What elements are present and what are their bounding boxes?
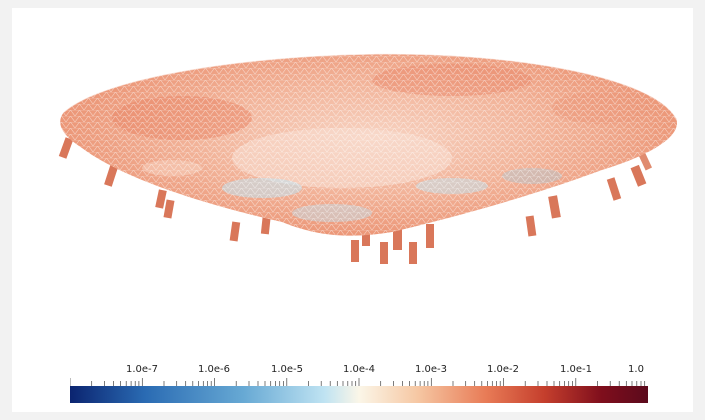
leg (229, 221, 241, 242)
dish-rim (63, 53, 677, 119)
colorbar[interactable] (70, 386, 648, 403)
leg (548, 195, 561, 219)
leg (630, 164, 647, 187)
colorbar-tick-label: 1.0e-6 (197, 364, 231, 375)
colorbar-tick-label: 1.0e-1 (559, 364, 593, 375)
leg (163, 199, 175, 219)
colorbar-tick-label: 1.0e-5 (270, 364, 304, 375)
colorbar-tick-label: 1.0e-3 (414, 364, 448, 375)
colorbar-tick-label: 1.0 (628, 364, 644, 375)
leg (525, 215, 537, 237)
leg (155, 189, 167, 209)
leg (58, 137, 74, 159)
colorbar-tick-labels: 1.0e-7 1.0e-6 1.0e-5 1.0e-4 1.0e-3 1.0e-… (12, 364, 693, 378)
colorbar-tick-label: 1.0e-2 (486, 364, 520, 375)
leg (638, 153, 653, 171)
leg (393, 224, 402, 250)
colorbar-gradient (70, 386, 648, 403)
leg (351, 240, 359, 262)
leg (104, 165, 118, 187)
colorbar-ticks (70, 378, 646, 386)
surface-render-view[interactable] (12, 8, 693, 308)
leg (409, 242, 417, 264)
leg (426, 224, 434, 248)
render-window[interactable]: 1.0e-7 1.0e-6 1.0e-5 1.0e-4 1.0e-3 1.0e-… (12, 8, 693, 412)
colorbar-tick-label: 1.0e-4 (342, 364, 376, 375)
leg (606, 177, 622, 201)
colorbar-tick-label: 1.0e-7 (125, 364, 159, 375)
leg (362, 226, 370, 246)
leg (380, 242, 388, 264)
